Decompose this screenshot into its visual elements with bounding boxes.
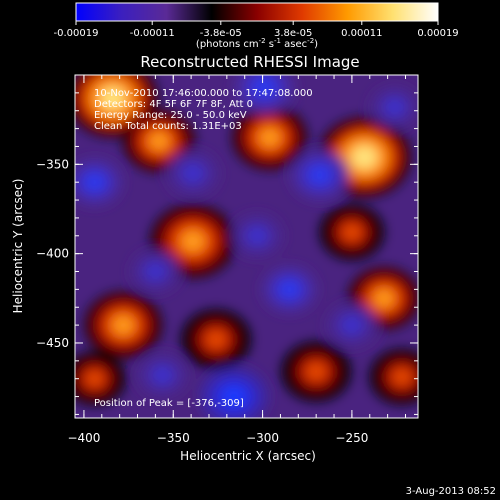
colorbar-tick-label: 3.8e-05 bbox=[274, 28, 312, 39]
blob-core bbox=[279, 281, 299, 298]
blob-core bbox=[148, 131, 170, 151]
blob-core bbox=[253, 78, 275, 97]
heatmap-blob bbox=[131, 250, 180, 293]
blob-core bbox=[112, 314, 135, 336]
blob-core bbox=[373, 288, 395, 308]
colorbar-tick-label: 0.00019 bbox=[417, 28, 458, 39]
blob-core bbox=[85, 174, 105, 191]
blob-core bbox=[180, 230, 206, 253]
heatmap-blob bbox=[84, 291, 162, 359]
heatmap-blob bbox=[318, 117, 411, 198]
heatmap-blob bbox=[199, 367, 269, 418]
heatmap-blob bbox=[231, 213, 283, 258]
x-axis: −400 −350 −300 −250 bbox=[67, 75, 406, 445]
blob-core bbox=[350, 145, 378, 170]
heatmap-blob bbox=[234, 75, 295, 114]
blob-core bbox=[343, 317, 361, 333]
heatmap-blob bbox=[262, 265, 317, 313]
blob-core bbox=[99, 86, 126, 111]
colorbar-units: (photons cm-2 s-1 asec-2) bbox=[196, 37, 318, 50]
y-tick-label: −350 bbox=[36, 157, 69, 171]
info-line: Energy Range: 25.0 - 50.0 keV bbox=[94, 110, 247, 121]
plot-frame bbox=[74, 74, 419, 419]
heatmap-blob bbox=[232, 105, 307, 170]
colorbar-bar bbox=[75, 2, 439, 22]
blob-core bbox=[258, 127, 281, 148]
peak-label: Position of Peak = [-376,-309] bbox=[94, 398, 244, 409]
blob-core bbox=[85, 370, 104, 387]
colorbar-tick-label: -0.00019 bbox=[54, 28, 99, 39]
x-tick-label: −250 bbox=[335, 431, 368, 445]
blob-core bbox=[342, 223, 362, 241]
x-tick-label: −400 bbox=[67, 431, 100, 445]
heatmap-blob bbox=[326, 303, 378, 347]
chart-title: Reconstructed RHESSI Image bbox=[140, 53, 359, 71]
blob-core bbox=[309, 166, 330, 184]
y-tick-label: −450 bbox=[36, 336, 69, 350]
blob-core bbox=[183, 165, 202, 181]
heatmap-blob bbox=[370, 86, 418, 129]
colorbar-tick-label: -3.8e-05 bbox=[200, 28, 242, 39]
heatmap-blob bbox=[290, 149, 350, 201]
heatmap-blobs bbox=[75, 75, 418, 418]
heatmap-blob bbox=[75, 352, 126, 406]
info-block: 10-Nov-2010 17:46:00.000 to 17:47:08.000… bbox=[94, 88, 313, 132]
heatmap-blob bbox=[137, 353, 188, 397]
heatmap-blob bbox=[75, 158, 122, 206]
info-line: Clean Total counts: 1.31E+03 bbox=[94, 121, 242, 132]
y-tick-label: −400 bbox=[36, 247, 69, 261]
blob-core bbox=[248, 228, 266, 244]
heatmap-blob bbox=[281, 341, 351, 402]
blob-core bbox=[392, 368, 412, 386]
colorbar-tick-label: 0.00011 bbox=[341, 28, 382, 39]
x-tick-label: −350 bbox=[157, 431, 190, 445]
info-line: Detectors: 4F 5F 6F 7F 8F, Att 0 bbox=[94, 99, 253, 110]
x-tick-label: −300 bbox=[246, 431, 279, 445]
heatmap bbox=[75, 75, 418, 418]
heatmap-blob bbox=[369, 349, 418, 405]
info-line: 10-Nov-2010 17:46:00.000 to 17:47:08.000 bbox=[94, 88, 313, 99]
blob-core bbox=[386, 100, 404, 115]
x-axis-label: Heliocentric X (arcsec) bbox=[180, 449, 316, 463]
blob-core bbox=[306, 362, 327, 381]
heatmap-blob bbox=[166, 150, 220, 196]
blob-core bbox=[153, 367, 172, 383]
y-axis: −350 −400 −450 bbox=[36, 74, 418, 415]
footer-date: 3-Aug-2013 08:52 bbox=[406, 486, 496, 497]
colorbar: -0.00019 -0.00011 -3.8e-05 3.8e-05 0.00011 0.… bbox=[54, 2, 459, 50]
heatmap-blob bbox=[181, 309, 251, 370]
colorbar-tick-label: -0.00011 bbox=[130, 28, 175, 39]
y-axis-label: Heliocentric Y (arcsec) bbox=[11, 179, 25, 314]
blob-core bbox=[146, 264, 164, 279]
heatmap-blob bbox=[319, 204, 384, 260]
colorbar-ticks: -0.00019 -0.00011 -3.8e-05 3.8e-05 0.00011 0.… bbox=[54, 21, 459, 39]
blob-core bbox=[206, 330, 227, 349]
blob-core bbox=[222, 386, 246, 407]
